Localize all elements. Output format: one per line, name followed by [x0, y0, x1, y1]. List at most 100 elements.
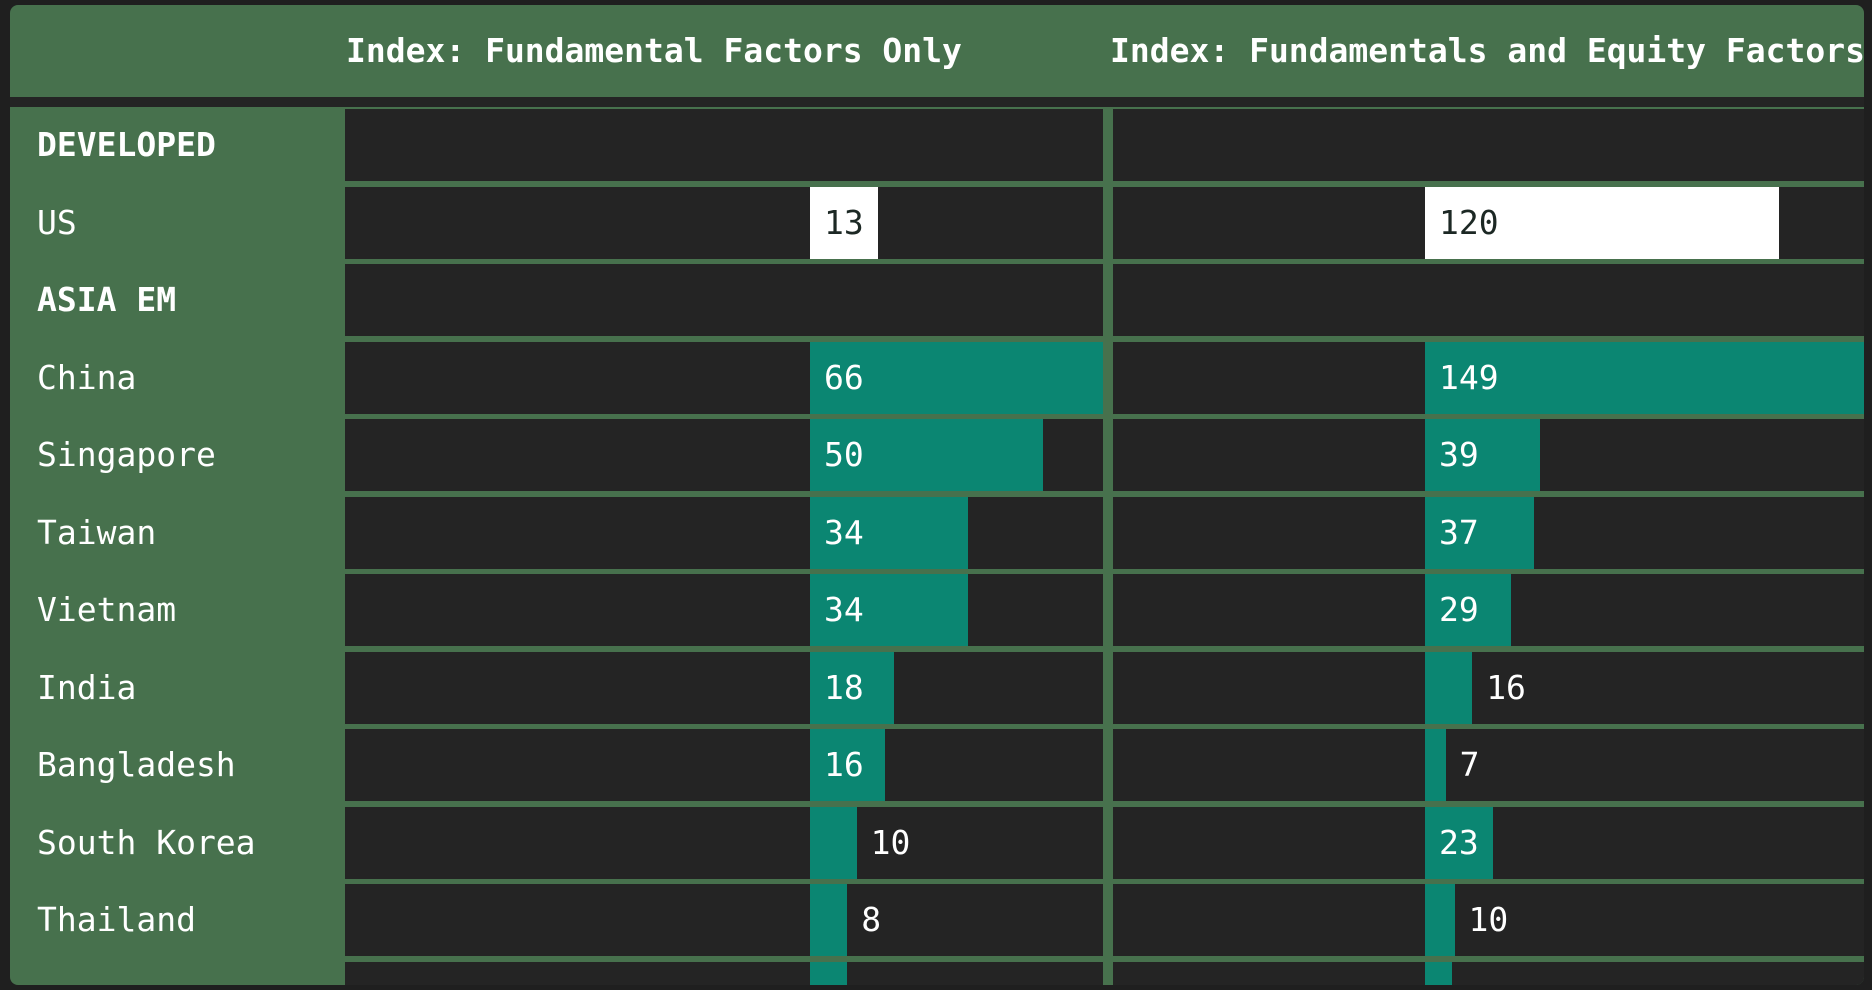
row-developed: DEVELOPED — [10, 109, 1864, 181]
bar-vietnam-left — [810, 574, 969, 646]
bar-us-right — [1425, 186, 1779, 259]
bar-track-singapore-left: 50 — [345, 419, 1103, 491]
column-title-fundamentals-and-equity: Index: Fundamentals and Equity Factors — [1110, 31, 1864, 70]
value-label-vietnam-right: 29 — [1439, 590, 1479, 629]
row-bangladesh: Bangladesh 16 7 — [10, 729, 1864, 801]
bar-us-left — [810, 186, 878, 259]
chart-header: Index: Fundamental Factors Only Index: F… — [10, 5, 1864, 97]
row-partial — [10, 961, 1864, 986]
row-vietnam: Vietnam 34 29 — [10, 574, 1864, 646]
value-label-thailand-right: 10 — [1468, 900, 1509, 939]
bar-thailand-left — [810, 884, 848, 956]
row-label-thailand: Thailand — [37, 900, 196, 939]
bar-track-developed-right — [1113, 109, 1864, 181]
value-label-china-right: 149 — [1439, 357, 1499, 397]
column-divider — [1103, 729, 1113, 801]
bar-south-korea-left — [810, 806, 857, 879]
value-label-india-left: 18 — [824, 667, 864, 707]
bar-track-china-right: 149 — [1113, 341, 1864, 414]
value-label-singapore-left: 50 — [824, 435, 864, 474]
row-label-singapore: Singapore — [37, 435, 216, 474]
row-label-partial — [10, 962, 345, 986]
value-label-bangladesh-right: 7 — [1459, 745, 1480, 784]
bar-track-vietnam-right: 29 — [1113, 574, 1864, 646]
row-south-korea: South Korea 10 23 — [10, 806, 1864, 879]
bar-track-singapore-right: 39 — [1113, 419, 1864, 491]
row-label-china: China — [37, 357, 137, 397]
value-label-south-korea-right: 23 — [1439, 822, 1479, 862]
row-label-south-korea: South Korea — [37, 822, 256, 862]
column-divider — [1103, 342, 1113, 414]
column-divider — [1103, 574, 1113, 646]
bar-track-developed-left — [345, 109, 1103, 181]
bar-partial-right — [1425, 961, 1452, 985]
row-us: US 13 120 — [10, 186, 1864, 259]
column-divider — [1103, 807, 1113, 879]
value-label-taiwan-left: 34 — [824, 512, 864, 552]
bar-singapore-left — [810, 419, 1043, 491]
bar-track-india-right: 16 — [1113, 651, 1864, 724]
row-asia-em: ASIA EM — [10, 264, 1864, 336]
value-label-vietnam-left: 34 — [824, 590, 864, 629]
row-label-india: India — [37, 667, 137, 707]
bar-track-taiwan-right: 37 — [1113, 496, 1864, 569]
row-label-us: US — [37, 202, 77, 242]
value-label-us-left: 13 — [824, 202, 864, 242]
column-divider — [1103, 884, 1113, 956]
bar-track-partial-right — [1113, 961, 1864, 985]
bar-singapore-right — [1425, 419, 1541, 491]
column-divider — [1103, 109, 1113, 181]
column-divider — [1103, 962, 1113, 986]
value-label-bangladesh-left: 16 — [824, 745, 864, 784]
row-china: China 66 149 — [10, 341, 1864, 414]
bar-partial-left — [810, 961, 848, 985]
column-title-fundamental-only: Index: Fundamental Factors Only — [346, 31, 962, 70]
bar-track-asia-em-right — [1113, 264, 1864, 336]
row-label-asia-em: ASIA EM — [37, 280, 177, 319]
bar-taiwan-right — [1425, 496, 1535, 569]
value-label-taiwan-right: 37 — [1439, 512, 1479, 552]
row-label-vietnam: Vietnam — [37, 590, 177, 629]
row-label-bangladesh: Bangladesh — [37, 745, 236, 784]
bar-track-partial-left — [345, 961, 1103, 985]
row-india: India 18 16 — [10, 651, 1864, 724]
bar-track-china-left: 66 — [345, 341, 1103, 414]
chart-rows: DEVELOPED US 13 120 ASIA EM China 66 149 Singapo… — [10, 107, 1864, 985]
value-label-singapore-right: 39 — [1439, 435, 1479, 474]
column-divider — [1103, 187, 1113, 259]
bar-track-south-korea-left: 10 — [345, 806, 1103, 879]
bar-taiwan-left — [810, 496, 969, 569]
value-label-us-right: 120 — [1439, 202, 1499, 242]
column-divider — [1103, 497, 1113, 569]
bar-track-thailand-left: 8 — [345, 884, 1103, 956]
value-label-india-right: 16 — [1486, 667, 1526, 707]
header-divider — [10, 97, 1864, 107]
row-label-developed: DEVELOPED — [37, 125, 216, 164]
bar-bangladesh-left — [810, 729, 885, 801]
row-thailand: Thailand 8 10 — [10, 884, 1864, 956]
column-divider — [1103, 264, 1113, 336]
bar-india-right — [1425, 651, 1473, 724]
bar-track-india-left: 18 — [345, 651, 1103, 724]
bar-thailand-right — [1425, 884, 1455, 956]
bar-track-vietnam-left: 34 — [345, 574, 1103, 646]
bar-track-bangladesh-right: 7 — [1113, 729, 1864, 801]
row-singapore: Singapore 50 39 — [10, 419, 1864, 491]
column-divider — [1103, 652, 1113, 724]
bar-track-thailand-right: 10 — [1113, 884, 1864, 956]
value-label-south-korea-left: 10 — [870, 822, 911, 862]
bar-india-left — [810, 651, 894, 724]
row-label-taiwan: Taiwan — [37, 512, 157, 552]
value-label-china-left: 66 — [824, 357, 864, 397]
bar-track-south-korea-right: 23 — [1113, 806, 1864, 879]
bar-track-asia-em-left — [345, 264, 1103, 336]
column-divider — [1103, 419, 1113, 491]
bar-vietnam-right — [1425, 574, 1511, 646]
bar-track-taiwan-left: 34 — [345, 496, 1103, 569]
row-taiwan: Taiwan 34 37 — [10, 496, 1864, 569]
bar-south-korea-right — [1425, 806, 1493, 879]
bar-china-left — [810, 341, 1103, 414]
bar-china-right — [1425, 341, 1864, 414]
bar-track-us-right: 120 — [1113, 186, 1864, 259]
